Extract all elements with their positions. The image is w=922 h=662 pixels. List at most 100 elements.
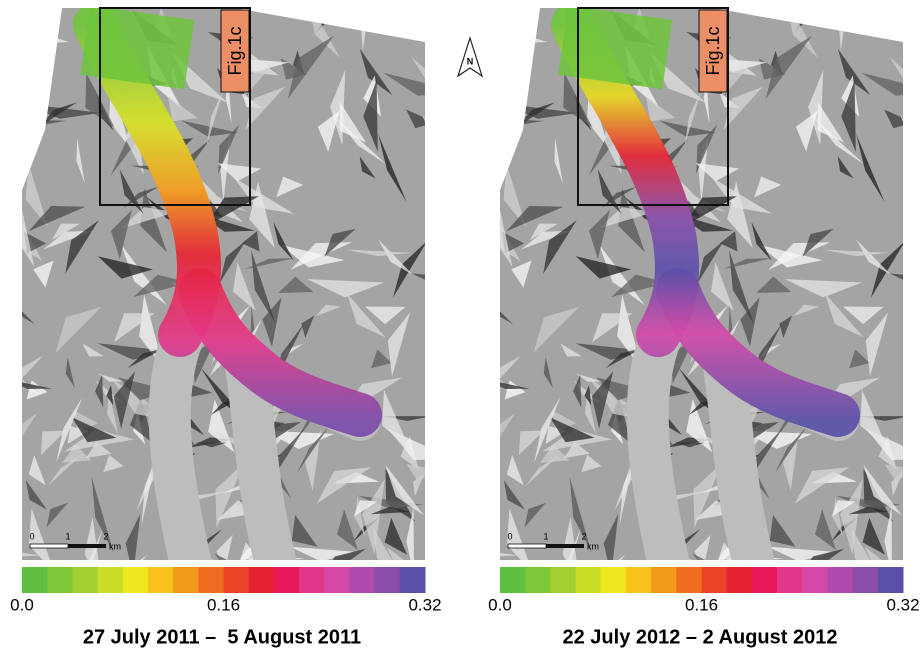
ridge <box>251 250 276 324</box>
ridge <box>296 426 329 474</box>
ridge <box>906 21 922 42</box>
ridge <box>695 500 743 521</box>
ridge <box>64 429 135 452</box>
ridge <box>884 464 903 483</box>
ridge <box>860 389 888 449</box>
ridge <box>648 139 688 193</box>
ridge <box>534 397 561 463</box>
ridge <box>784 279 863 298</box>
ridge <box>359 156 376 179</box>
ridge <box>114 313 155 343</box>
ridge <box>831 500 856 517</box>
ridge <box>693 462 723 529</box>
scale-bar-label: 0 <box>507 531 512 541</box>
scale-bar-unit: km <box>587 541 599 551</box>
ridge <box>98 373 124 382</box>
ridge <box>22 46 24 62</box>
ridge <box>884 109 903 129</box>
ridge <box>722 258 773 270</box>
ridge <box>888 56 903 96</box>
ridge <box>0 170 1 202</box>
ridge <box>863 464 902 516</box>
ridge <box>410 56 425 96</box>
ridge <box>359 48 393 96</box>
scale-bar-white <box>29 543 69 549</box>
ridge <box>308 8 340 58</box>
ridge <box>406 464 425 483</box>
ridge <box>529 223 558 241</box>
ridge <box>573 374 582 408</box>
ridge <box>592 313 633 343</box>
ridge <box>849 349 870 369</box>
ridge <box>575 343 649 360</box>
ridge <box>500 378 530 390</box>
colorbar-swatch <box>223 567 250 593</box>
ridge <box>25 480 48 510</box>
ridge <box>0 254 7 303</box>
ridge <box>457 463 475 525</box>
ridge <box>479 156 493 206</box>
ridge <box>711 262 734 312</box>
ridge <box>744 427 784 489</box>
ridge <box>503 163 527 228</box>
ridge <box>0 268 3 296</box>
ridge <box>171 52 228 103</box>
ridge <box>388 428 425 460</box>
ridge <box>91 476 114 553</box>
ridge <box>315 304 342 317</box>
ridge <box>200 368 254 427</box>
colorbar-swatch <box>701 567 728 593</box>
ridge <box>385 464 424 516</box>
ridge <box>428 21 464 42</box>
scale-bar-unit: km <box>109 541 121 551</box>
ridge <box>817 102 845 143</box>
ridge <box>786 8 818 58</box>
ridge <box>884 506 892 560</box>
ridge <box>697 240 725 283</box>
ridge <box>842 306 884 325</box>
ridge <box>866 428 903 460</box>
ridge <box>873 8 903 19</box>
ridge <box>862 517 885 555</box>
ridge <box>754 176 782 198</box>
ridge <box>287 35 335 100</box>
ridge <box>289 546 356 560</box>
colorbar-swatch <box>500 567 526 593</box>
colorbar-label: 0.0 <box>488 595 512 614</box>
north-arrow: N <box>456 36 484 78</box>
ridge <box>814 118 865 165</box>
colorbar-swatch <box>625 567 652 593</box>
ridge <box>740 297 760 347</box>
ridge <box>238 318 262 371</box>
inset-label-box <box>220 9 250 93</box>
ridge <box>362 478 385 555</box>
ridge <box>55 306 102 354</box>
ridge <box>47 455 81 487</box>
ridge <box>291 514 318 547</box>
colorbar-swatch <box>122 567 149 593</box>
ridge <box>466 73 476 128</box>
ridge <box>364 306 406 325</box>
ridge <box>856 239 891 275</box>
ridge <box>841 80 856 152</box>
ridge <box>500 46 502 62</box>
colorbar-label: 0.32 <box>886 595 919 614</box>
ridge <box>421 76 485 106</box>
ridge <box>470 268 481 296</box>
ridge <box>765 35 813 100</box>
caption: 22 July 2012 – 2 August 2012 <box>563 626 838 648</box>
ridge <box>262 297 282 347</box>
ridge <box>0 523 12 567</box>
ridge <box>324 228 356 257</box>
north-label: N <box>467 56 474 66</box>
ridge <box>110 209 132 259</box>
ridge <box>33 260 54 288</box>
ridge <box>832 496 843 537</box>
ridge <box>129 397 154 444</box>
ridge <box>900 115 903 169</box>
ridge <box>543 357 553 388</box>
scale-bar-label: 2 <box>581 531 586 541</box>
ridge <box>543 220 577 274</box>
ridge <box>306 279 385 298</box>
ridge <box>97 343 171 360</box>
